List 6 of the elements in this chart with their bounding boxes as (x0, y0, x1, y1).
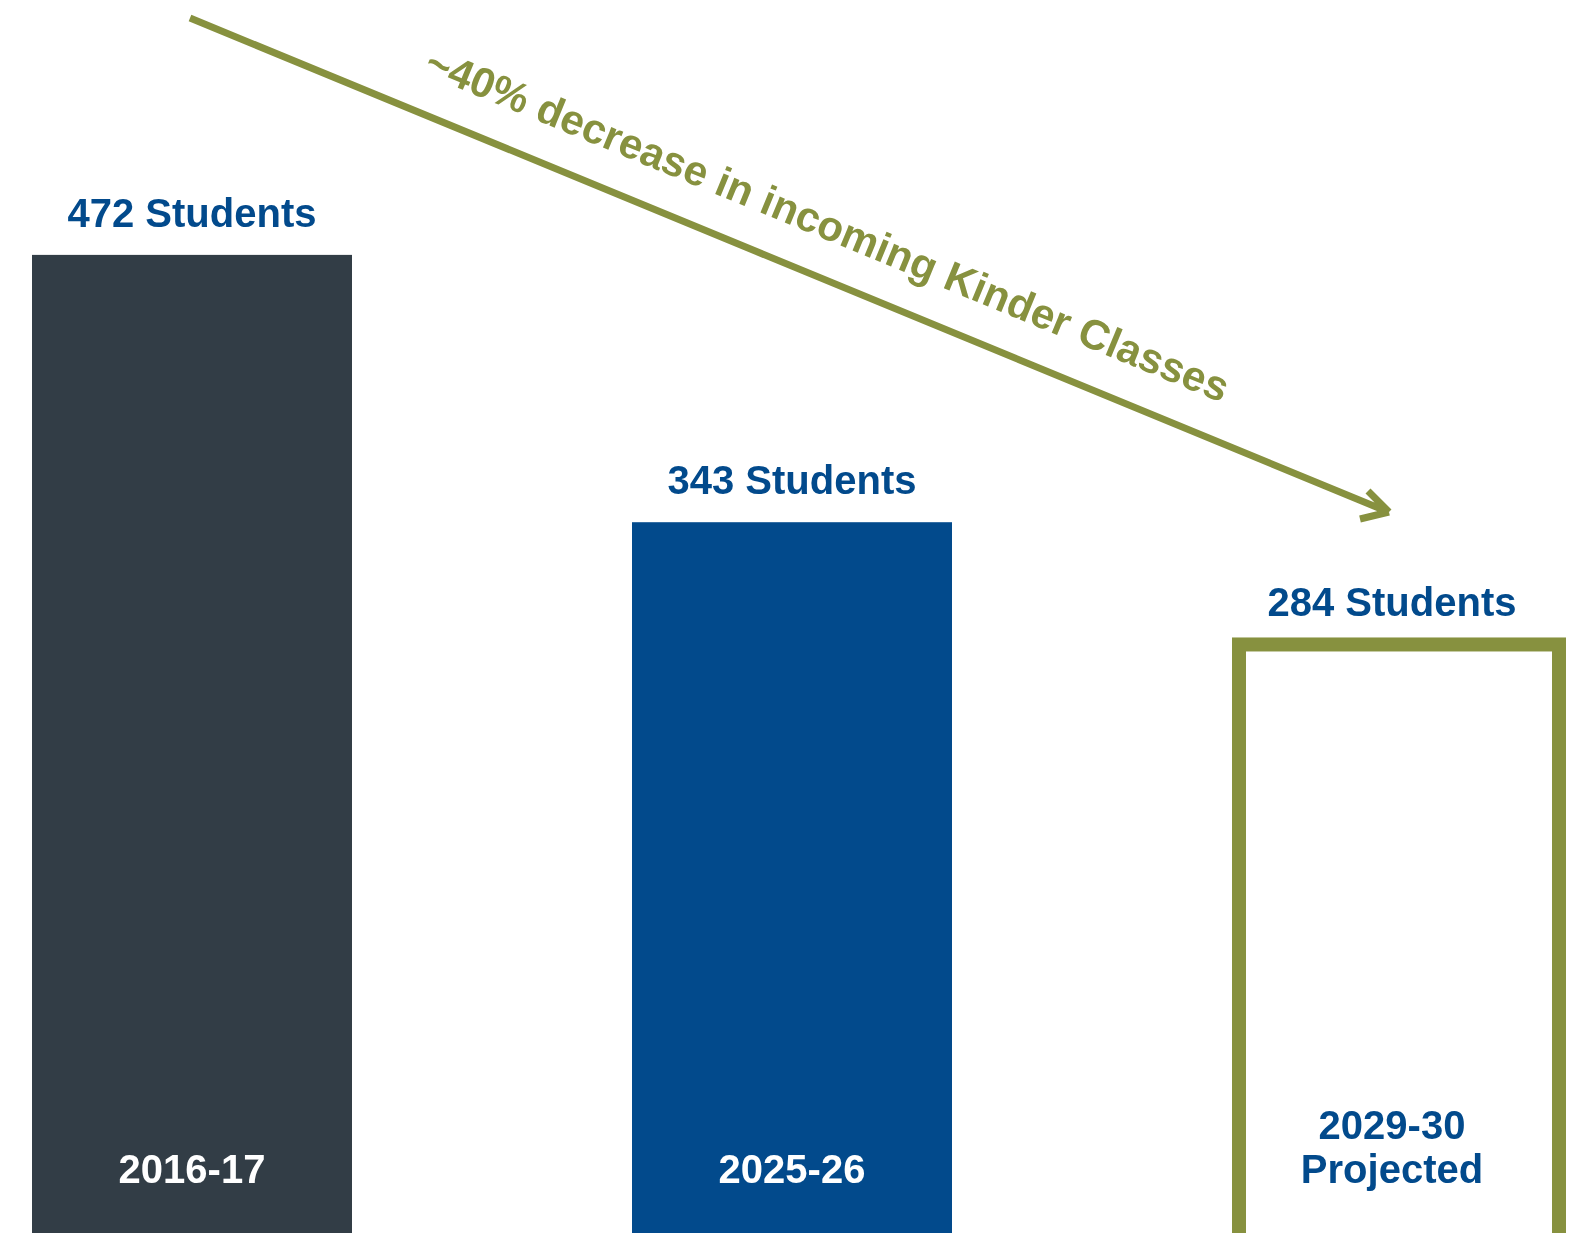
x-tick-label: 2016-17 (118, 1147, 266, 1191)
x-tick-label: 2025-26 (718, 1147, 866, 1191)
data-label: 472 Students (67, 190, 317, 235)
data-label: 343 Students (667, 458, 917, 503)
data-label: 284 Students (1267, 580, 1517, 625)
x-tick-label: 2029-30 Projected (1300, 1103, 1484, 1191)
